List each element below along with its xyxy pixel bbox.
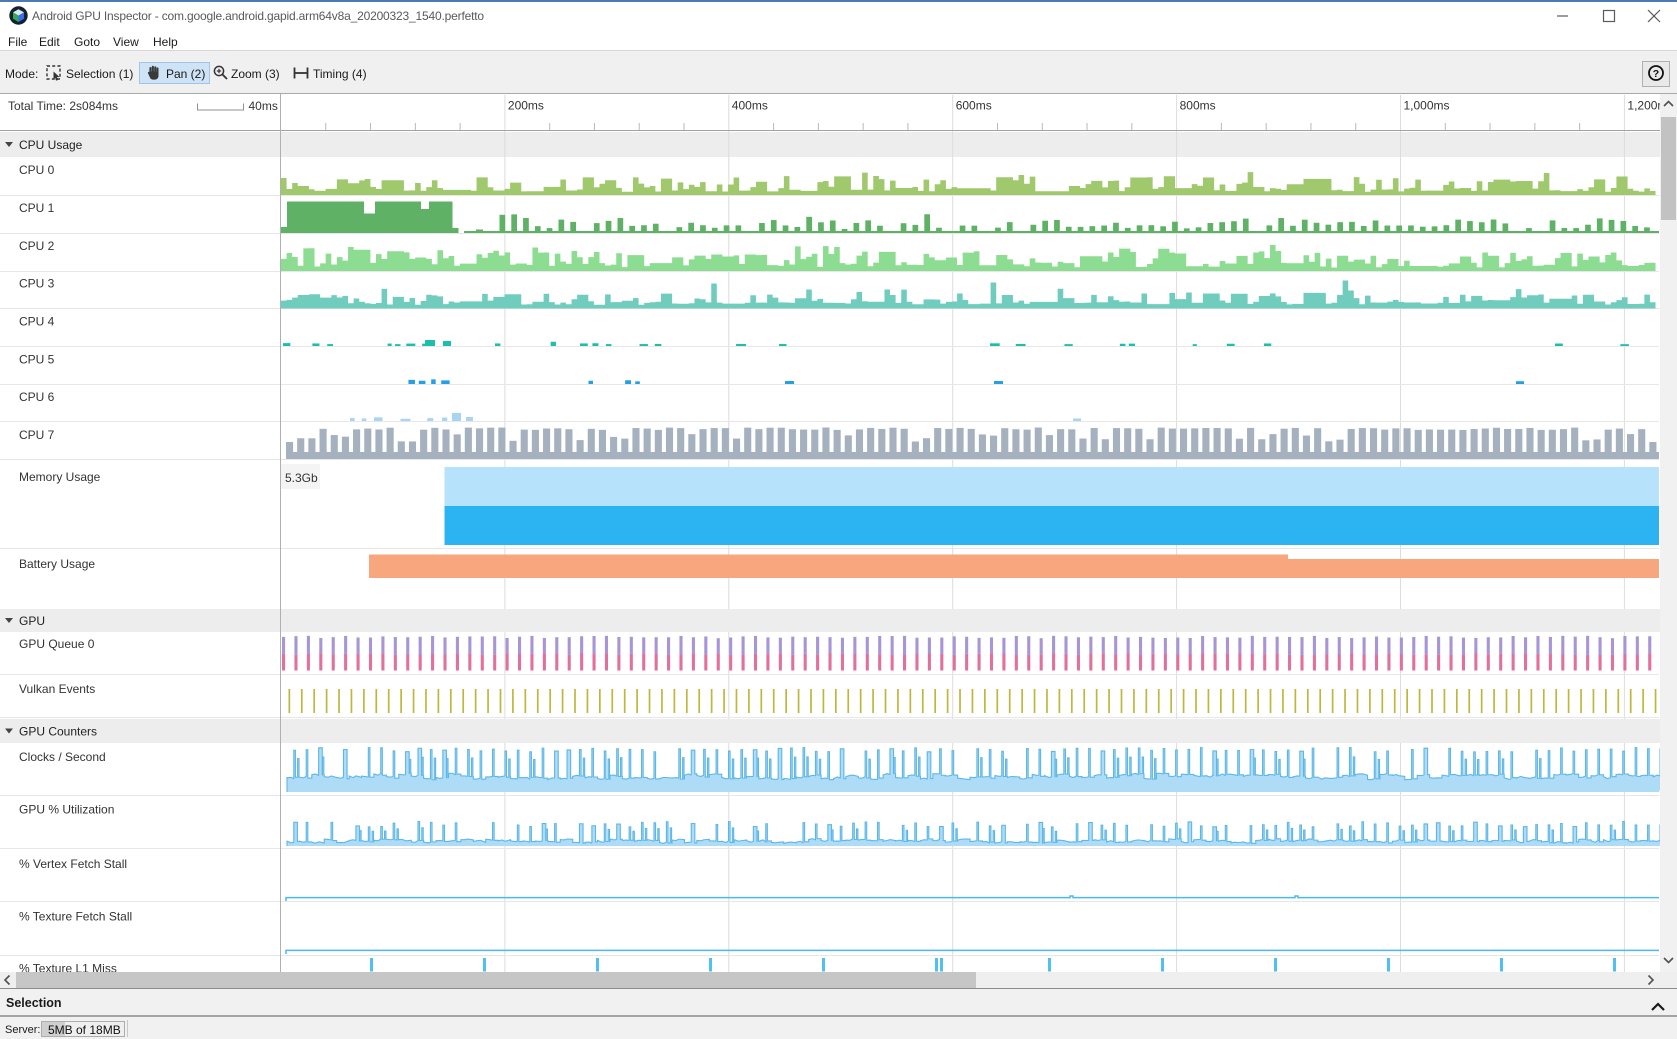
svg-text:CPU Usage: CPU Usage [19,138,83,152]
svg-text:Vulkan Events: Vulkan Events [19,682,95,696]
svg-text:GPU Queue 0: GPU Queue 0 [19,637,95,651]
svg-text:% Texture Fetch Stall: % Texture Fetch Stall [19,910,132,924]
svg-text:1,000ms: 1,000ms [1404,99,1450,113]
svg-text:CPU 2: CPU 2 [19,239,55,253]
svg-text:Total Time: 2s084ms: Total Time: 2s084ms [8,99,118,113]
svg-text:CPU 0: CPU 0 [19,163,55,177]
svg-text:?: ? [1653,68,1659,80]
svg-text:CPU 6: CPU 6 [19,390,55,404]
svg-text:Clocks / Second: Clocks / Second [19,750,106,764]
svg-text:CPU 4: CPU 4 [19,315,55,329]
svg-text:400ms: 400ms [732,99,768,113]
svg-text:40ms: 40ms [249,99,278,113]
svg-text:% Vertex Fetch Stall: % Vertex Fetch Stall [19,857,127,871]
svg-text:GPU: GPU [19,614,45,628]
svg-text:Battery Usage: Battery Usage [19,557,95,571]
svg-text:800ms: 800ms [1180,99,1216,113]
svg-text:CPU 3: CPU 3 [19,277,55,291]
svg-text:200ms: 200ms [508,99,544,113]
svg-text:600ms: 600ms [956,99,992,113]
svg-text:CPU 1: CPU 1 [19,201,55,215]
svg-text:CPU 5: CPU 5 [19,353,55,367]
svg-text:GPU Counters: GPU Counters [19,725,97,739]
svg-text:CPU 7: CPU 7 [19,428,55,442]
svg-text:5.3Gb: 5.3Gb [285,471,318,485]
svg-text:% Texture L1 Miss: % Texture L1 Miss [19,962,117,973]
svg-text:Memory Usage: Memory Usage [19,470,101,484]
svg-text:GPU % Utilization: GPU % Utilization [19,803,114,817]
